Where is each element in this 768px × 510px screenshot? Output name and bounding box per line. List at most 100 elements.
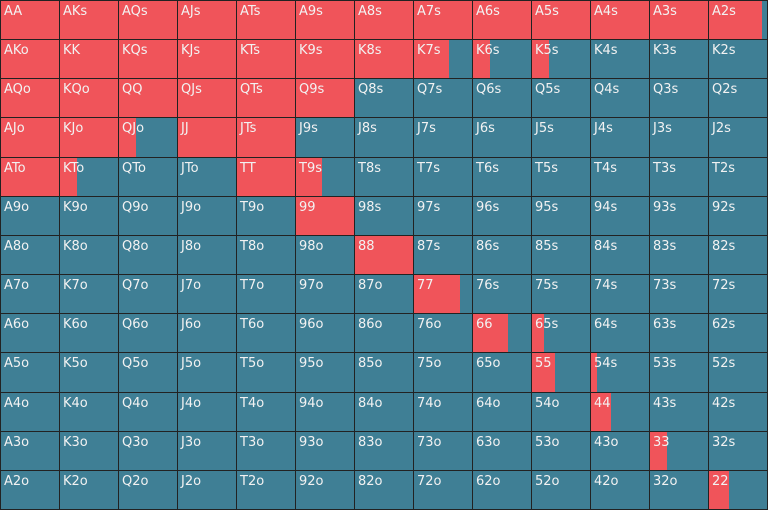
- hand-cell[interactable]: K9s: [296, 40, 355, 79]
- hand-cell[interactable]: QTs: [237, 79, 296, 118]
- hand-cell[interactable]: Q2s: [709, 79, 768, 118]
- hand-cell[interactable]: K6s: [473, 40, 532, 79]
- hand-cell[interactable]: 32o: [650, 471, 709, 510]
- hand-cell[interactable]: QTo: [119, 158, 178, 197]
- hand-cell[interactable]: 87s: [414, 236, 473, 275]
- hand-cell[interactable]: 98s: [355, 197, 414, 236]
- hand-cell[interactable]: 52s: [709, 353, 768, 393]
- hand-cell[interactable]: T2o: [237, 471, 296, 510]
- hand-cell[interactable]: T4s: [591, 158, 650, 197]
- hand-cell[interactable]: KTo: [60, 158, 119, 197]
- hand-cell[interactable]: A4s: [591, 1, 650, 40]
- hand-cell[interactable]: AJo: [1, 118, 60, 158]
- hand-cell[interactable]: 95s: [532, 197, 591, 236]
- hand-cell[interactable]: J4o: [178, 393, 237, 432]
- hand-cell[interactable]: QQ: [119, 79, 178, 118]
- hand-cell[interactable]: A8o: [1, 236, 60, 275]
- hand-cell[interactable]: K6o: [60, 314, 119, 353]
- hand-cell[interactable]: Q7s: [414, 79, 473, 118]
- hand-cell[interactable]: A8s: [355, 1, 414, 40]
- hand-cell[interactable]: A9s: [296, 1, 355, 40]
- hand-cell[interactable]: KQs: [119, 40, 178, 79]
- hand-cell[interactable]: 72s: [709, 275, 768, 314]
- hand-cell[interactable]: T8s: [355, 158, 414, 197]
- hand-cell[interactable]: A7s: [414, 1, 473, 40]
- hand-cell[interactable]: 63s: [650, 314, 709, 353]
- hand-cell[interactable]: A7o: [1, 275, 60, 314]
- hand-cell[interactable]: K8o: [60, 236, 119, 275]
- hand-cell[interactable]: A9o: [1, 197, 60, 236]
- hand-cell[interactable]: A3s: [650, 1, 709, 40]
- hand-cell[interactable]: 43o: [591, 432, 650, 471]
- hand-cell[interactable]: 87o: [355, 275, 414, 314]
- hand-cell[interactable]: A5o: [1, 353, 60, 393]
- hand-cell[interactable]: J5o: [178, 353, 237, 393]
- hand-cell[interactable]: T5o: [237, 353, 296, 393]
- hand-cell[interactable]: A2s: [709, 1, 768, 40]
- hand-cell[interactable]: KJo: [60, 118, 119, 158]
- hand-cell[interactable]: 82o: [355, 471, 414, 510]
- hand-cell[interactable]: Q6o: [119, 314, 178, 353]
- hand-cell[interactable]: K4o: [60, 393, 119, 432]
- hand-cell[interactable]: 64o: [473, 393, 532, 432]
- hand-cell[interactable]: 82s: [709, 236, 768, 275]
- hand-cell[interactable]: T2s: [709, 158, 768, 197]
- hand-cell[interactable]: AJs: [178, 1, 237, 40]
- hand-cell[interactable]: 92s: [709, 197, 768, 236]
- hand-cell[interactable]: 95o: [296, 353, 355, 393]
- hand-cell[interactable]: 53o: [532, 432, 591, 471]
- hand-cell[interactable]: Q4o: [119, 393, 178, 432]
- hand-cell[interactable]: 97s: [414, 197, 473, 236]
- hand-cell[interactable]: 54s: [591, 353, 650, 393]
- hand-cell[interactable]: Q5s: [532, 79, 591, 118]
- hand-cell[interactable]: 86o: [355, 314, 414, 353]
- hand-cell[interactable]: 98o: [296, 236, 355, 275]
- hand-cell[interactable]: AKs: [60, 1, 119, 40]
- hand-cell[interactable]: J8o: [178, 236, 237, 275]
- hand-cell[interactable]: 63o: [473, 432, 532, 471]
- hand-cell[interactable]: K7o: [60, 275, 119, 314]
- hand-cell[interactable]: K2s: [709, 40, 768, 79]
- hand-cell[interactable]: K9o: [60, 197, 119, 236]
- hand-cell[interactable]: K2o: [60, 471, 119, 510]
- hand-cell[interactable]: ATs: [237, 1, 296, 40]
- hand-cell[interactable]: J7s: [414, 118, 473, 158]
- hand-cell[interactable]: 94s: [591, 197, 650, 236]
- hand-cell[interactable]: Q2o: [119, 471, 178, 510]
- hand-cell[interactable]: Q9o: [119, 197, 178, 236]
- hand-cell[interactable]: T7s: [414, 158, 473, 197]
- hand-cell[interactable]: KTs: [237, 40, 296, 79]
- hand-cell[interactable]: J6o: [178, 314, 237, 353]
- hand-cell[interactable]: 62o: [473, 471, 532, 510]
- hand-cell[interactable]: AA: [1, 1, 60, 40]
- hand-cell[interactable]: AKo: [1, 40, 60, 79]
- hand-cell[interactable]: 76s: [473, 275, 532, 314]
- hand-cell[interactable]: Q5o: [119, 353, 178, 393]
- hand-cell[interactable]: AQs: [119, 1, 178, 40]
- hand-cell[interactable]: J6s: [473, 118, 532, 158]
- hand-cell[interactable]: 53s: [650, 353, 709, 393]
- hand-cell[interactable]: T8o: [237, 236, 296, 275]
- hand-cell[interactable]: 93s: [650, 197, 709, 236]
- hand-cell[interactable]: 83s: [650, 236, 709, 275]
- hand-cell[interactable]: K8s: [355, 40, 414, 79]
- hand-cell[interactable]: K5o: [60, 353, 119, 393]
- hand-cell[interactable]: 85s: [532, 236, 591, 275]
- hand-cell[interactable]: 73o: [414, 432, 473, 471]
- hand-cell[interactable]: J7o: [178, 275, 237, 314]
- hand-cell[interactable]: Q3s: [650, 79, 709, 118]
- hand-cell[interactable]: J8s: [355, 118, 414, 158]
- hand-cell[interactable]: 83o: [355, 432, 414, 471]
- hand-cell[interactable]: K3o: [60, 432, 119, 471]
- hand-cell[interactable]: Q6s: [473, 79, 532, 118]
- hand-cell[interactable]: T6s: [473, 158, 532, 197]
- hand-cell[interactable]: 42s: [709, 393, 768, 432]
- hand-cell[interactable]: 55: [532, 353, 591, 393]
- hand-cell[interactable]: T5s: [532, 158, 591, 197]
- hand-cell[interactable]: T9o: [237, 197, 296, 236]
- hand-cell[interactable]: 77: [414, 275, 473, 314]
- hand-cell[interactable]: 73s: [650, 275, 709, 314]
- hand-cell[interactable]: 22: [709, 471, 768, 510]
- hand-cell[interactable]: K5s: [532, 40, 591, 79]
- hand-cell[interactable]: J9s: [296, 118, 355, 158]
